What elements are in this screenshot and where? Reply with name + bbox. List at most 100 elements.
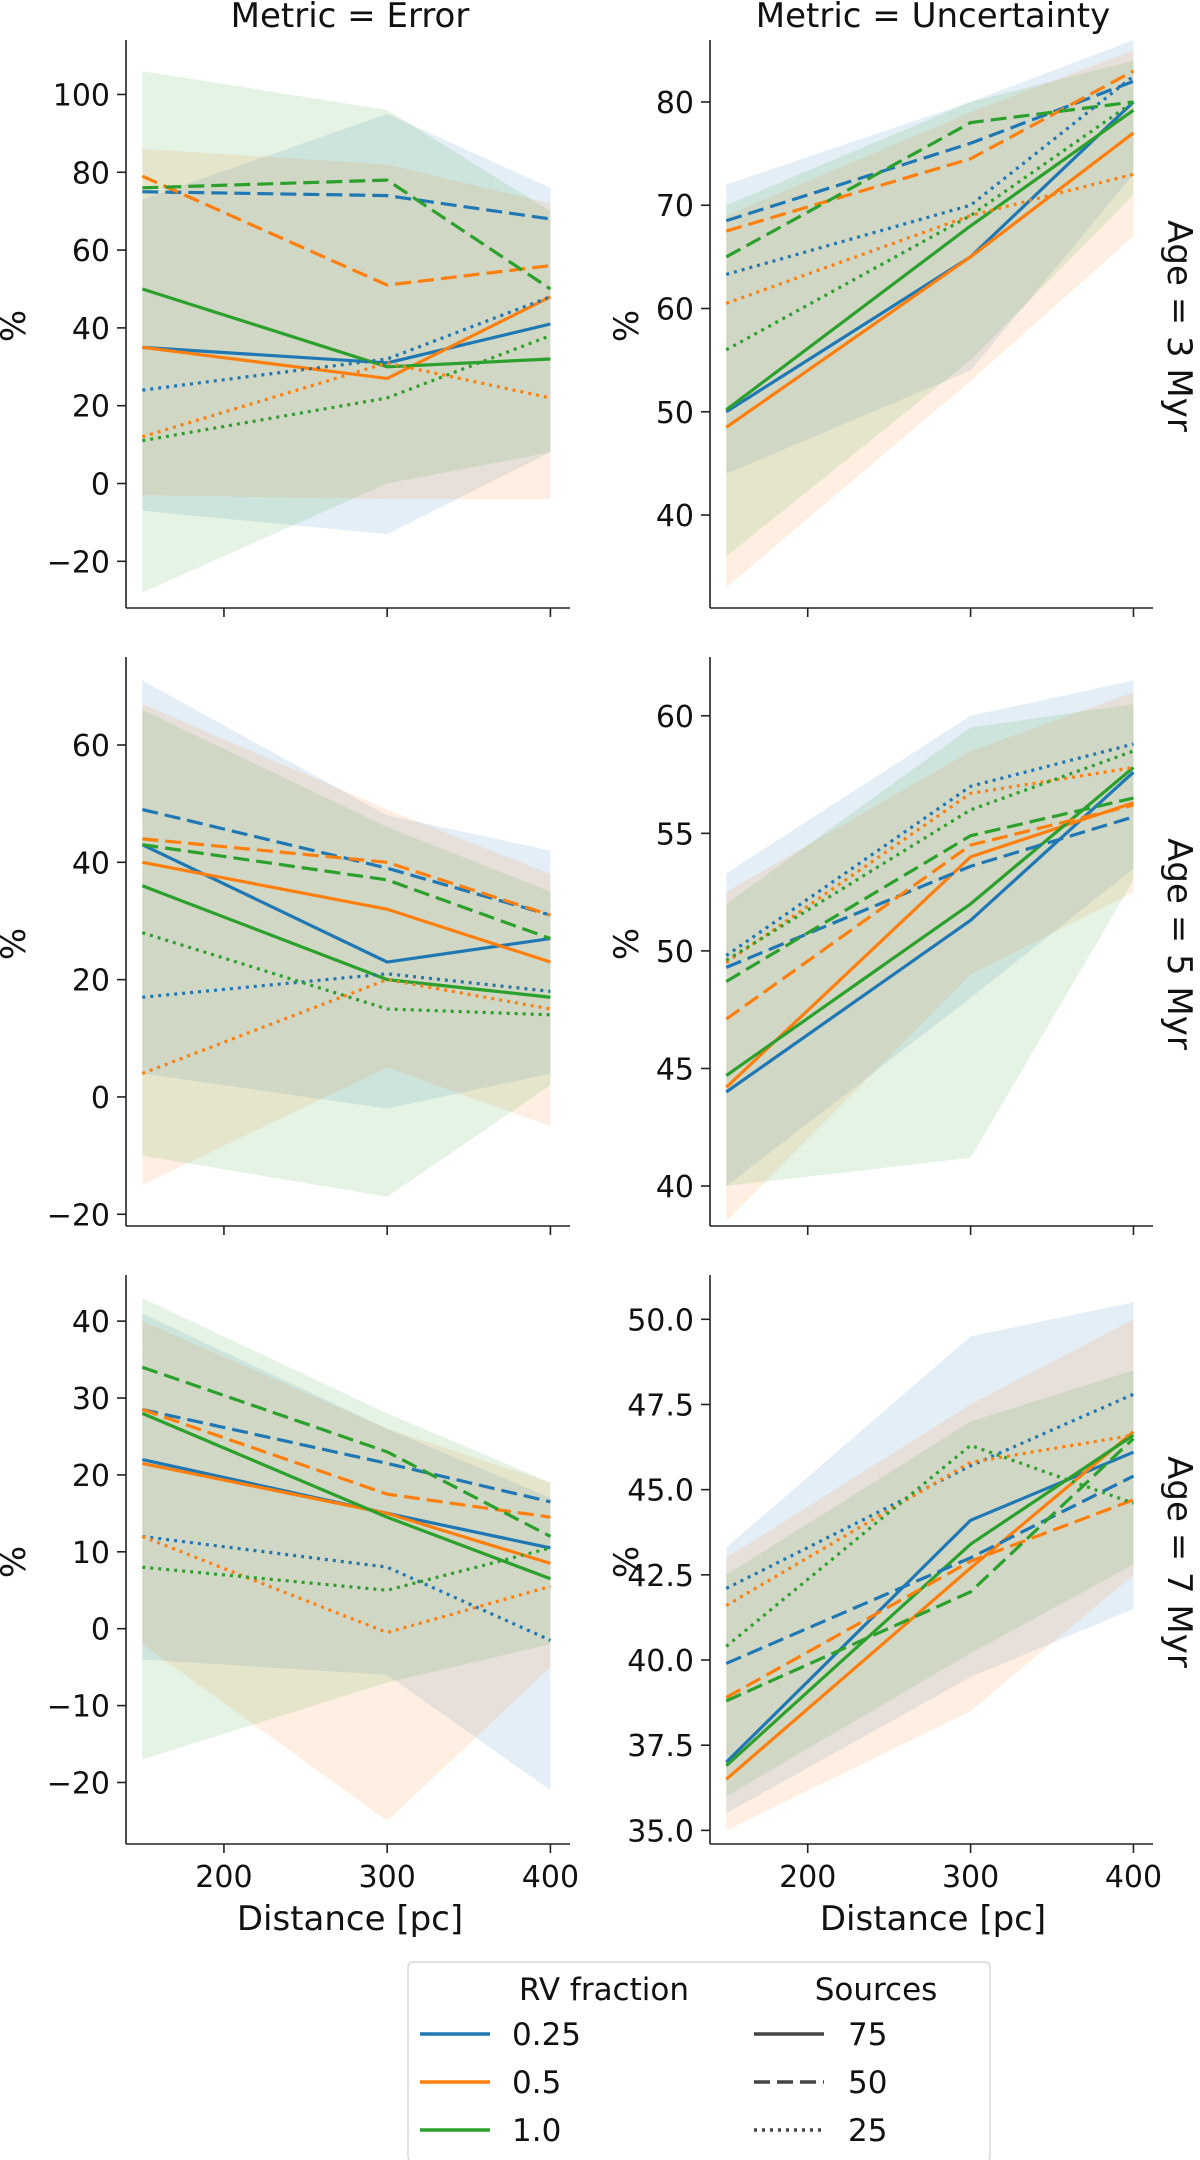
y-tick-label: −10 xyxy=(47,1690,110,1725)
y-tick-label: 40 xyxy=(72,1305,110,1340)
series-rv-0.5-sources-75 xyxy=(725,131,1135,429)
y-tick-label: 60 xyxy=(656,700,694,735)
series-rv-0.25-sources-50 xyxy=(725,1474,1135,1665)
band-rv-0.25 xyxy=(142,113,551,535)
y-tick-label: 35.0 xyxy=(627,1814,694,1849)
xlabel-error: Distance [pc] xyxy=(237,1899,463,1939)
series-rv-1.0-sources-75 xyxy=(141,1411,551,1581)
series-rv-1.0-sources-25 xyxy=(725,749,1134,962)
y-tick-label: 0 xyxy=(91,1081,110,1116)
xlabel-uncertainty: Distance [pc] xyxy=(820,1899,1046,1939)
series-rv-1.0-sources-75 xyxy=(725,108,1135,411)
x-tick-label: 300 xyxy=(942,1860,999,1895)
panel-age7-error: −20 −10 0 10 20 30 40 200 300 400 xyxy=(47,1275,579,1895)
x-tick-label: 200 xyxy=(779,1860,836,1895)
series-rv-0.5-sources-25 xyxy=(725,1433,1134,1607)
ylabel-age7-uncertainty: % xyxy=(607,1546,647,1578)
band-rv-0.25 xyxy=(142,680,551,1109)
y-tick-label: 10 xyxy=(72,1536,110,1571)
band-rv-0.5 xyxy=(726,50,1134,588)
series-rv-0.5-sources-25 xyxy=(141,1534,551,1635)
series-rv-0.25-sources-50 xyxy=(725,815,1134,969)
series-rv-0.25-sources-25 xyxy=(142,1534,552,1642)
panel-age3-uncertainty: 40 50 60 70 80 xyxy=(656,40,1153,617)
panel-age5-uncertainty: 40 45 50 55 60 xyxy=(656,657,1153,1235)
legend-frame xyxy=(407,1961,991,2160)
series-rv-0.5-sources-50 xyxy=(142,837,551,917)
panel-age5-error: −20 0 20 40 60 xyxy=(47,657,570,1235)
y-tick-label: 60 xyxy=(72,234,110,269)
series-rv-0.25-sources-50 xyxy=(141,1407,551,1504)
ylabel-age3-error: % xyxy=(0,310,34,342)
y-tick-label: 20 xyxy=(72,390,110,425)
series-rv-0.25-sources-25 xyxy=(142,972,551,999)
series-rv-1.0-sources-75 xyxy=(725,1433,1135,1767)
row-title-age-5: Age = 5 Myr xyxy=(1159,838,1199,1050)
series-rv-0.5-sources-50 xyxy=(141,174,551,287)
band-rv-1.0 xyxy=(142,1298,551,1760)
y-tick-label: 45.0 xyxy=(627,1474,694,1509)
row-title-age-7: Age = 7 Myr xyxy=(1159,1456,1199,1668)
series-rv-0.5-sources-25 xyxy=(725,765,1134,964)
y-tick-label: 0 xyxy=(91,468,110,503)
y-tick-label: 0 xyxy=(91,1613,110,1648)
y-tick-label: 40 xyxy=(72,846,110,881)
y-tick-label: 50 xyxy=(656,396,694,431)
band-rv-1.0 xyxy=(142,71,551,593)
series-rv-0.25-sources-25 xyxy=(142,295,551,392)
ylabel-age3-uncertainty: % xyxy=(607,310,647,342)
series-rv-1.0-sources-25 xyxy=(142,1546,551,1592)
y-tick-label: −20 xyxy=(47,1766,110,1801)
panel-age3-error: −20 0 20 40 60 80 100 xyxy=(47,40,570,617)
y-tick-label: 70 xyxy=(656,189,694,224)
row-title-age-3: Age = 3 Myr xyxy=(1159,220,1199,432)
y-tick-label: 80 xyxy=(72,156,110,191)
x-tick-label: 400 xyxy=(1105,1860,1162,1895)
ylabel-age7-error: % xyxy=(0,1546,34,1578)
series-rv-1.0-sources-25 xyxy=(725,1443,1134,1648)
band-rv-1.0 xyxy=(142,709,551,1197)
band-rv-0.5 xyxy=(142,703,551,1185)
y-tick-label: −20 xyxy=(47,1198,110,1233)
series-rv-0.25-sources-25 xyxy=(725,1392,1135,1590)
series-rv-1.0-sources-50 xyxy=(141,1365,552,1538)
series-rv-1.0-sources-50 xyxy=(725,1437,1135,1703)
series-rv-1.0-sources-75 xyxy=(725,766,1135,1077)
legend-sources-title: Sources xyxy=(815,1972,938,2008)
series-rv-1.0-sources-25 xyxy=(141,931,551,1017)
y-tick-label: 40 xyxy=(656,499,694,534)
y-tick-label: −20 xyxy=(47,545,110,580)
y-tick-label: 40 xyxy=(656,1170,694,1205)
y-tick-label: 50 xyxy=(656,935,694,970)
y-tick-label: 20 xyxy=(72,1459,110,1494)
band-rv-0.5 xyxy=(142,148,551,500)
legend-label-1.0: 1.0 xyxy=(512,2113,561,2149)
series-rv-0.5-sources-75 xyxy=(725,801,1134,1089)
panel-age7-uncertainty: 35.0 37.5 40.0 42.5 45.0 47.5 50.0 200 300 400 xyxy=(627,1275,1162,1895)
series-rv-0.25-sources-50 xyxy=(141,807,551,917)
legend-label-25: 25 xyxy=(848,2113,887,2149)
col-title-error: Metric = Error xyxy=(231,0,470,36)
series-rv-1.0-sources-50 xyxy=(725,100,1134,259)
y-tick-label: 60 xyxy=(72,729,110,764)
col-title-uncertainty: Metric = Uncertainty xyxy=(756,0,1110,36)
series-rv-0.5-sources-50 xyxy=(725,803,1134,1021)
y-tick-label: 40 xyxy=(72,312,110,347)
legend: RV fraction Sources 0.25 0.5 1.0 75 50 2… xyxy=(407,1961,991,2160)
y-tick-label: 40.0 xyxy=(627,1644,694,1679)
series-rv-0.5-sources-50 xyxy=(725,69,1135,233)
series-rv-1.0-sources-75 xyxy=(141,884,551,999)
ylabel-age5-error: % xyxy=(0,928,34,960)
y-tick-label: 42.5 xyxy=(627,1559,694,1594)
series-rv-0.5-sources-75 xyxy=(142,860,551,964)
y-tick-label: 20 xyxy=(72,964,110,999)
y-tick-label: 37.5 xyxy=(627,1729,694,1764)
x-tick-label: 200 xyxy=(195,1860,252,1895)
series-rv-0.25-sources-75 xyxy=(141,843,551,964)
series-rv-0.5-sources-75 xyxy=(142,295,552,381)
x-tick-label: 400 xyxy=(522,1860,579,1895)
y-tick-label: 47.5 xyxy=(627,1388,694,1423)
y-tick-label: 50.0 xyxy=(627,1303,694,1338)
y-tick-label: 45 xyxy=(656,1052,694,1087)
y-tick-label: 60 xyxy=(656,293,694,328)
